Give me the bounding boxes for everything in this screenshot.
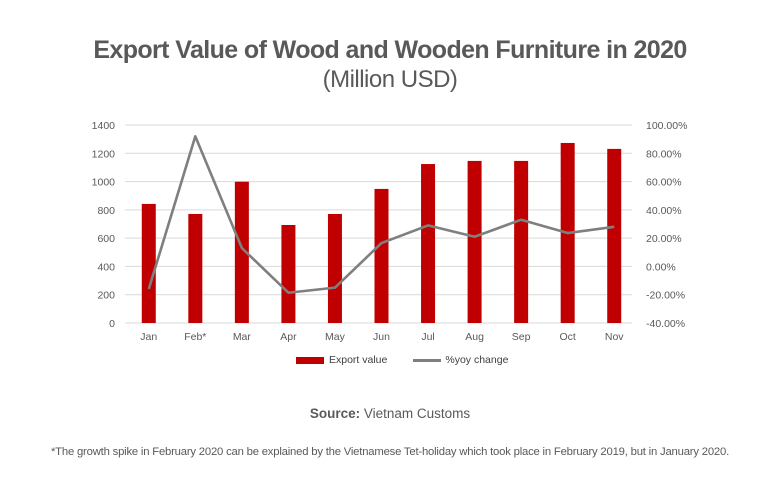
left-axis-tick-label: 800: [97, 205, 115, 217]
legend-label-yoy-change: %yoy change: [445, 354, 509, 366]
bar: [327, 213, 342, 323]
x-axis-labels: Jan Feb* Mar Apr May Jun Jul Aug Sep Oct Nov: [140, 331, 624, 343]
legend-item-export-value: Export value: [296, 354, 387, 366]
left-axis-tick-label: 0: [109, 318, 115, 330]
legend-item-yoy-change: %yoy change: [413, 354, 508, 366]
x-axis-label: Mar: [233, 331, 252, 343]
bar: [467, 160, 482, 323]
x-axis-label: Aug: [465, 331, 484, 343]
left-axis-tick-label: 1200: [92, 148, 116, 160]
x-axis-label: Nov: [605, 331, 624, 343]
right-axis-tick-label: -40.00%: [646, 318, 685, 330]
bar: [188, 213, 203, 323]
bar: [421, 164, 436, 323]
bar: [607, 148, 622, 323]
footnote: *The growth spike in February 2020 can b…: [50, 446, 730, 458]
right-axis-tick-label: 60.00%: [646, 177, 682, 189]
x-axis-label: Jan: [140, 331, 157, 343]
x-axis-label: Sep: [512, 331, 531, 343]
left-axis-tick-label: 1000: [92, 177, 116, 189]
right-axis-tick-label: 40.00%: [646, 205, 682, 217]
bar-series-export-value: [141, 142, 622, 323]
left-axis-tick-label: 1400: [92, 120, 116, 132]
right-axis-tick-label: 0.00%: [646, 261, 676, 273]
source-note: Source: Vietnam Customs: [0, 406, 780, 421]
source-label: Source:: [309, 406, 361, 421]
bar-swatch-icon: [296, 356, 324, 364]
x-axis-label: Oct: [560, 331, 576, 343]
right-axis-tick-label: 20.00%: [646, 233, 682, 245]
x-axis-label: Jul: [421, 331, 434, 343]
line-swatch-icon: [413, 358, 442, 362]
bar: [141, 203, 156, 323]
yoy-line: [147, 135, 615, 295]
x-axis-label: Feb*: [184, 331, 206, 343]
left-axis-tick-label: 600: [97, 233, 115, 245]
bar: [514, 160, 529, 323]
legend-label-export-value: Export value: [329, 354, 388, 366]
chart-subtitle: (Million USD): [322, 66, 458, 93]
bar: [374, 188, 389, 323]
left-axis-ticks: 0 200 400 600 800 1000 1200 1400: [92, 120, 116, 330]
bar: [234, 181, 249, 323]
line-series-yoy-change: [147, 135, 615, 295]
legend: Export value %yoy change: [296, 354, 534, 366]
right-axis-ticks: -40.00% -20.00% 0.00% 20.00% 40.00% 60.00% 80.…: [646, 120, 687, 330]
source-value: Vietnam Customs: [363, 406, 471, 421]
left-axis-tick-label: 200: [97, 290, 115, 302]
x-axis-label: May: [325, 331, 346, 343]
left-axis-tick-label: 400: [97, 261, 115, 273]
x-axis-label: Jun: [373, 331, 390, 343]
right-axis-tick-label: 80.00%: [646, 148, 682, 160]
chart-title: Export Value of Wood and Wooden Furnitur…: [93, 36, 687, 64]
right-axis-tick-label: 100.00%: [646, 120, 687, 132]
right-axis-tick-label: -20.00%: [646, 290, 685, 302]
x-axis-label: Apr: [280, 331, 297, 343]
bar: [281, 224, 296, 323]
